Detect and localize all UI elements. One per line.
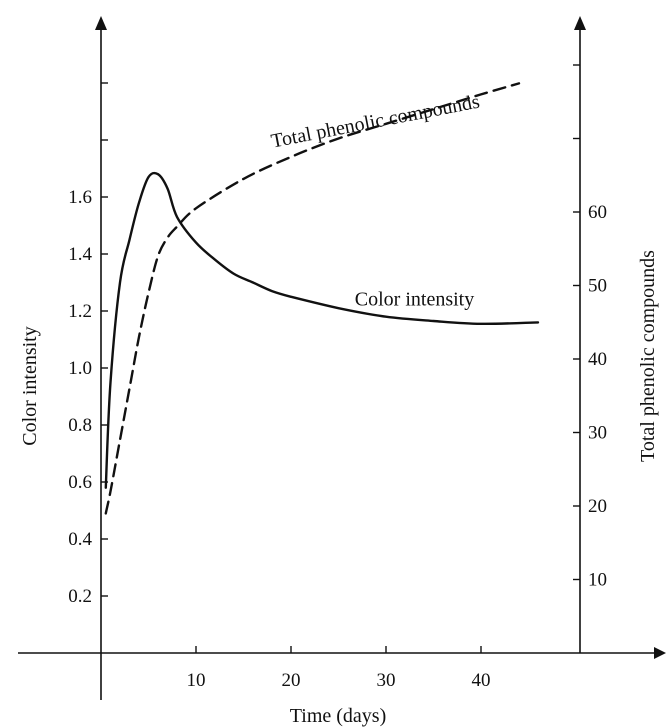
- left-y-tick-label: 0.4: [68, 529, 92, 550]
- x-axis-arrowhead: [654, 647, 666, 659]
- series-annotation: Total phenolic compounds: [269, 91, 481, 153]
- x-tick-label: 30: [377, 670, 396, 691]
- right-y-tick-label: 10: [588, 570, 607, 591]
- left-y-tick-label: 0.8: [68, 415, 92, 436]
- left-y-tick-label: 1.4: [68, 244, 92, 265]
- right-y-tick-label: 60: [588, 202, 607, 223]
- left-y-tick-label: 0.2: [68, 586, 92, 607]
- annotations-layer: Total phenolic compounds Color intensity: [269, 91, 481, 311]
- right-y-tick-label: 30: [588, 423, 607, 444]
- x-axis-title: Time (days): [290, 705, 386, 727]
- left-y-tick-label: 0.6: [68, 472, 92, 493]
- right-y-axis-title: Total phenolic compounds: [637, 250, 659, 462]
- left-y-axis-arrowhead: [95, 16, 107, 30]
- right-y-axis-arrowhead: [574, 16, 586, 30]
- x-tick-label: 10: [187, 670, 206, 691]
- right-y-tick-label: 20: [588, 496, 607, 517]
- series-layer: [104, 82, 540, 515]
- labels-layer: Time (days) Color intensity Total phenol…: [19, 250, 659, 727]
- axes-layer: [18, 16, 666, 700]
- left-y-tick-label: 1.2: [68, 301, 92, 322]
- x-tick-label: 20: [282, 670, 301, 691]
- left-y-tick-label: 1.0: [68, 358, 92, 379]
- left-y-tick-label: 1.6: [68, 187, 92, 208]
- series-line-color-intensity: [104, 171, 540, 489]
- right-y-tick-label: 40: [588, 349, 607, 370]
- ticks-layer: 10 20 30 40 0.2 0.4 0.6 0.8 1.0 1.2 1.4 1.6 10 20 30 40…: [68, 64, 607, 691]
- series-line-total-phenolic-compounds: [104, 82, 521, 515]
- left-y-axis-title: Color intensity: [19, 326, 41, 445]
- x-tick-label: 40: [472, 670, 491, 691]
- right-y-tick-label: 50: [588, 276, 607, 297]
- series-annotation: Color intensity: [355, 288, 474, 310]
